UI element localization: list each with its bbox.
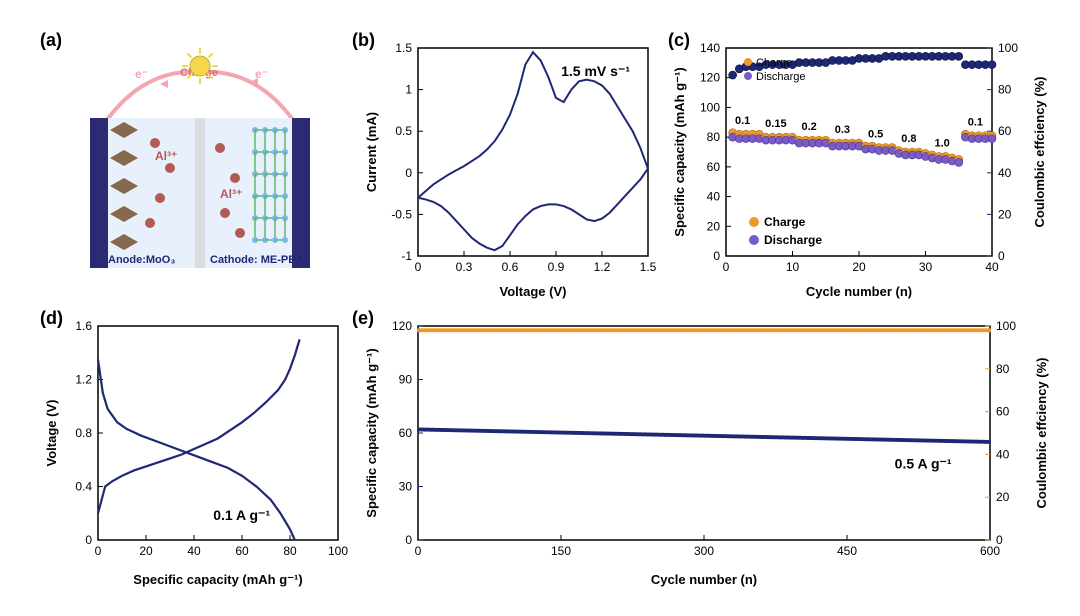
- svg-text:1.5: 1.5: [640, 260, 657, 274]
- svg-text:1.2: 1.2: [75, 373, 92, 387]
- svg-text:0: 0: [996, 533, 1003, 547]
- panel-c-rate: 010203040020406080100120140020406080100C…: [670, 30, 1050, 300]
- svg-text:Discharge: Discharge: [756, 71, 806, 83]
- svg-text:Charge: Charge: [756, 57, 792, 69]
- svg-text:0.6: 0.6: [502, 260, 519, 274]
- svg-text:10: 10: [786, 260, 800, 274]
- svg-text:20: 20: [996, 490, 1010, 504]
- svg-text:0.5: 0.5: [395, 124, 412, 138]
- svg-text:Voltage (V): Voltage (V): [44, 400, 59, 467]
- svg-text:0: 0: [713, 249, 720, 263]
- svg-text:40: 40: [187, 544, 201, 558]
- svg-text:1.0: 1.0: [934, 137, 949, 149]
- svg-text:80: 80: [283, 544, 297, 558]
- svg-text:20: 20: [139, 544, 153, 558]
- svg-text:30: 30: [399, 480, 413, 494]
- svg-text:0: 0: [85, 533, 92, 547]
- svg-text:0: 0: [415, 260, 422, 274]
- svg-text:Charge: Charge: [764, 215, 806, 229]
- svg-text:80: 80: [707, 130, 721, 144]
- svg-text:0: 0: [95, 544, 102, 558]
- svg-text:0.1: 0.1: [968, 117, 983, 129]
- svg-text:0.5: 0.5: [868, 129, 883, 141]
- svg-text:0: 0: [405, 166, 412, 180]
- svg-text:90: 90: [399, 373, 413, 387]
- svg-text:Voltage (V): Voltage (V): [500, 284, 567, 299]
- svg-text:Anode:MoO₃: Anode:MoO₃: [108, 254, 175, 266]
- svg-text:Cathode: ME-PBA: Cathode: ME-PBA: [210, 254, 304, 266]
- svg-text:-1: -1: [401, 249, 412, 263]
- svg-text:20: 20: [707, 219, 721, 233]
- svg-text:40: 40: [998, 166, 1012, 180]
- svg-text:40: 40: [996, 447, 1010, 461]
- svg-text:Cycle number (n): Cycle number (n): [651, 572, 757, 587]
- svg-text:80: 80: [998, 83, 1012, 97]
- svg-text:60: 60: [707, 160, 721, 174]
- svg-text:60: 60: [235, 544, 249, 558]
- svg-text:450: 450: [837, 544, 857, 558]
- svg-text:1.2: 1.2: [594, 260, 611, 274]
- panel-e-cycling: 01503004506000306090120020406080100Cycle…: [362, 308, 1052, 588]
- svg-text:0.1: 0.1: [735, 115, 750, 127]
- svg-text:Al³⁺: Al³⁺: [220, 187, 242, 201]
- svg-text:Cycle number (n): Cycle number (n): [806, 284, 912, 299]
- svg-text:1.6: 1.6: [75, 319, 92, 333]
- svg-text:60: 60: [399, 426, 413, 440]
- svg-text:Discharge: Discharge: [764, 233, 822, 247]
- svg-text:-0.5: -0.5: [391, 207, 412, 221]
- panel-label-a: (a): [40, 30, 62, 51]
- svg-text:Current (mA): Current (mA): [364, 112, 379, 192]
- svg-text:20: 20: [998, 207, 1012, 221]
- svg-text:1.5 mV s⁻¹: 1.5 mV s⁻¹: [561, 63, 630, 79]
- svg-text:0: 0: [405, 533, 412, 547]
- svg-text:100: 100: [328, 544, 348, 558]
- svg-text:e⁻: e⁻: [135, 67, 148, 81]
- svg-text:60: 60: [996, 405, 1010, 419]
- svg-text:0: 0: [998, 249, 1005, 263]
- svg-text:100: 100: [700, 100, 720, 114]
- svg-text:30: 30: [919, 260, 933, 274]
- svg-text:0: 0: [415, 544, 422, 558]
- panel-b-cv: 0 0.3 0.6 0.9 1.2 1.5 -1 -0.5 0 0.5 1 1.5 Voltage (V…: [362, 30, 662, 300]
- svg-text:Coulombic effciency (%): Coulombic effciency (%): [1034, 358, 1049, 509]
- svg-text:Coulombic effciency (%): Coulombic effciency (%): [1032, 77, 1047, 228]
- svg-text:300: 300: [694, 544, 714, 558]
- svg-text:100: 100: [998, 41, 1018, 55]
- svg-text:1: 1: [405, 83, 412, 97]
- svg-text:Specific capacity (mAh g⁻¹): Specific capacity (mAh g⁻¹): [133, 572, 302, 587]
- svg-text:0.5 A g⁻¹: 0.5 A g⁻¹: [895, 456, 952, 472]
- svg-text:0.3: 0.3: [456, 260, 473, 274]
- svg-text:0.8: 0.8: [901, 133, 916, 145]
- svg-text:0.8: 0.8: [75, 426, 92, 440]
- svg-text:0.15: 0.15: [765, 118, 786, 130]
- svg-text:60: 60: [998, 124, 1012, 138]
- svg-text:Al³⁺: Al³⁺: [155, 149, 177, 163]
- panel-d-profile: 0 20 40 60 80 100 0 0.4 0.8 1.2 1.6 Specific capaci…: [42, 308, 352, 588]
- svg-text:e⁻: e⁻: [255, 67, 268, 81]
- svg-text:0: 0: [723, 260, 730, 274]
- svg-text:20: 20: [852, 260, 866, 274]
- svg-text:0.4: 0.4: [75, 480, 92, 494]
- svg-text:150: 150: [551, 544, 571, 558]
- svg-text:0.1 A g⁻¹: 0.1 A g⁻¹: [213, 507, 270, 523]
- svg-text:120: 120: [700, 71, 720, 85]
- svg-text:Specific capacity (mAh g⁻¹): Specific capacity (mAh g⁻¹): [364, 348, 379, 517]
- svg-text:0.2: 0.2: [801, 121, 816, 133]
- svg-text:120: 120: [392, 319, 412, 333]
- svg-text:40: 40: [985, 260, 999, 274]
- svg-text:0.9: 0.9: [548, 260, 565, 274]
- svg-text:0.3: 0.3: [835, 124, 850, 136]
- panel-a-schematic: e⁻e⁻ChargeAl³⁺Al³⁺Anode:MoO₃Cathode: ME-…: [60, 48, 340, 278]
- svg-text:140: 140: [700, 41, 720, 55]
- svg-text:100: 100: [996, 319, 1016, 333]
- svg-text:Specific capacity (mAh g⁻¹): Specific capacity (mAh g⁻¹): [672, 67, 687, 236]
- svg-text:40: 40: [707, 190, 721, 204]
- svg-text:80: 80: [996, 362, 1010, 376]
- svg-text:1.5: 1.5: [395, 41, 412, 55]
